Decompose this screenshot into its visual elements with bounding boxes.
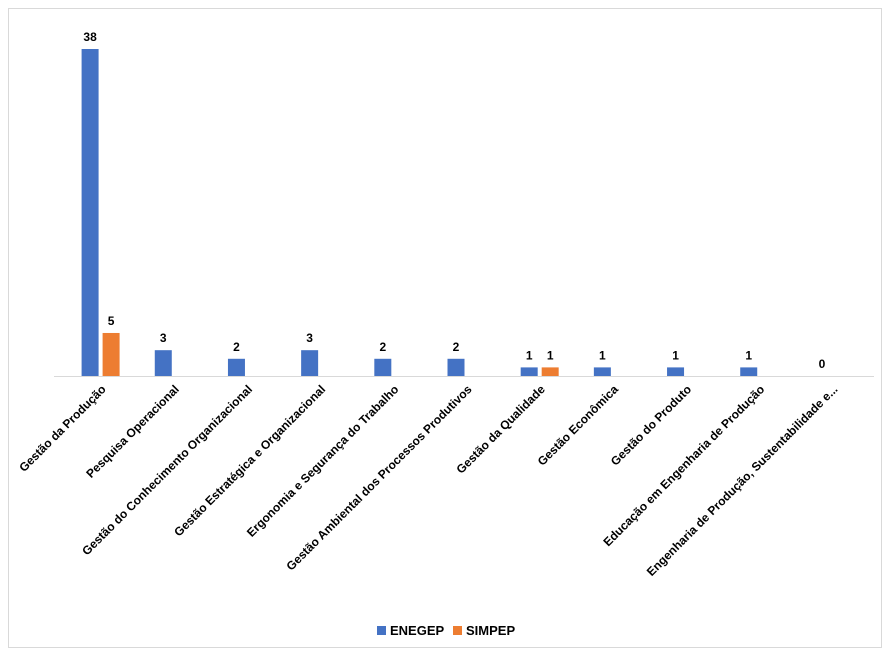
bar-enegep-5 bbox=[447, 358, 465, 376]
value-label-enegep-0: 38 bbox=[83, 30, 97, 44]
bar-enegep-0 bbox=[81, 49, 99, 376]
x-tick-label-3: Gestão Estratégica e Organizacional bbox=[171, 382, 328, 539]
bar-enegep-1 bbox=[154, 350, 172, 376]
value-label-enegep-5: 2 bbox=[453, 340, 460, 354]
x-tick-label-9: Educação em Engenharia de Produção bbox=[600, 382, 767, 549]
value-label-enegep-7: 1 bbox=[599, 348, 606, 362]
x-tick-label-7: Gestão Econômica bbox=[535, 382, 622, 469]
value-label-enegep-4: 2 bbox=[379, 340, 386, 354]
bar-enegep-4 bbox=[374, 358, 392, 376]
bar-simpep-0 bbox=[102, 332, 120, 376]
value-label-enegep-8: 1 bbox=[672, 348, 679, 362]
legend: ENEGEP SIMPEP bbox=[377, 623, 515, 638]
value-label-enegep-10: 0 bbox=[819, 357, 826, 371]
legend-swatch-enegep bbox=[377, 626, 386, 635]
value-label-enegep-6: 1 bbox=[526, 348, 533, 362]
value-label-enegep-3: 3 bbox=[306, 331, 313, 345]
value-label-enegep-9: 1 bbox=[745, 348, 752, 362]
bar-simpep-6 bbox=[541, 367, 559, 376]
value-label-enegep-1: 3 bbox=[160, 331, 167, 345]
bar-enegep-2 bbox=[227, 358, 245, 376]
value-label-enegep-2: 2 bbox=[233, 340, 240, 354]
bar-enegep-9 bbox=[740, 367, 758, 376]
value-label-simpep-6: 1 bbox=[547, 348, 554, 362]
bar-enegep-6 bbox=[520, 367, 538, 376]
bar-enegep-7 bbox=[593, 367, 611, 376]
value-label-simpep-0: 5 bbox=[108, 314, 115, 328]
legend-swatch-simpep bbox=[453, 626, 462, 635]
x-tick-label-8: Gestão do Produto bbox=[608, 382, 694, 468]
bar-enegep-8 bbox=[667, 367, 685, 376]
bars-group bbox=[81, 49, 758, 376]
chart-frame: 38 5 3 2 3 2 2 1 1 1 1 1 0 Gestão da Produção Pesquis… bbox=[8, 8, 882, 648]
x-tick-label-2: Gestão do Conhecimento Organizacional bbox=[79, 382, 255, 558]
x-tick-label-4: Ergonomia e Segurança do Trabalho bbox=[244, 382, 401, 539]
bar-enegep-3 bbox=[301, 350, 319, 376]
legend-label-simpep: SIMPEP bbox=[466, 623, 515, 638]
legend-label-enegep: ENEGEP bbox=[390, 623, 445, 638]
